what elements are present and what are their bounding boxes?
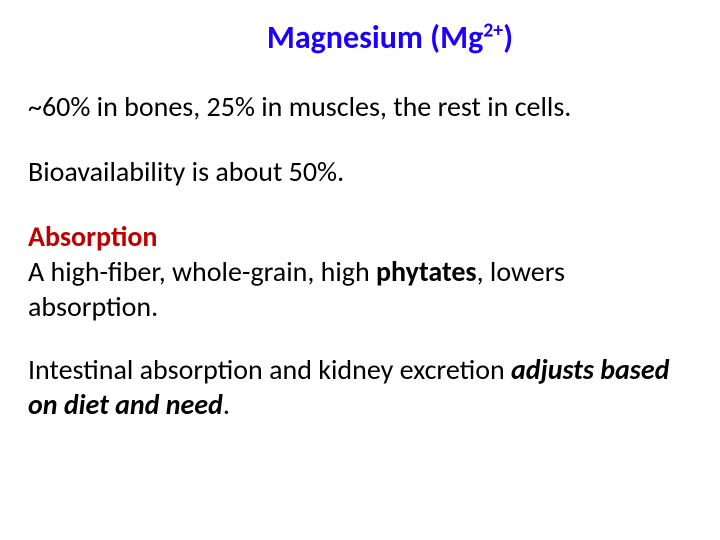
absorption-text-1: A high-fiber, whole-grain, high: [28, 254, 376, 289]
bioavailability-text: Bioavailability is about 50%.: [28, 154, 344, 189]
absorption-heading: Absorption: [28, 219, 692, 254]
distribution-paragraph: ~60% in bones, 25% in muscles, the rest …: [28, 89, 692, 124]
title-suffix: ): [503, 18, 513, 57]
regulation-text-2: .: [223, 387, 230, 422]
bioavailability-paragraph: Bioavailability is about 50%.: [28, 154, 692, 189]
slide-title: Magnesium (Mg2+): [267, 18, 513, 57]
slide-title-row: Magnesium (Mg2+): [28, 18, 692, 57]
regulation-text-1: Intestinal absorption and kidney excreti…: [28, 352, 511, 387]
absorption-bold: phytates: [376, 254, 477, 289]
absorption-body: A high-fiber, whole-grain, high phytates…: [28, 254, 692, 324]
title-superscript: 2+: [483, 18, 503, 42]
distribution-text: ~60% in bones, 25% in muscles, the rest …: [28, 89, 571, 124]
regulation-paragraph: Intestinal absorption and kidney excreti…: [28, 352, 692, 422]
absorption-section: Absorption A high-fiber, whole-grain, hi…: [28, 219, 692, 324]
title-prefix: Magnesium (Mg: [267, 18, 483, 57]
